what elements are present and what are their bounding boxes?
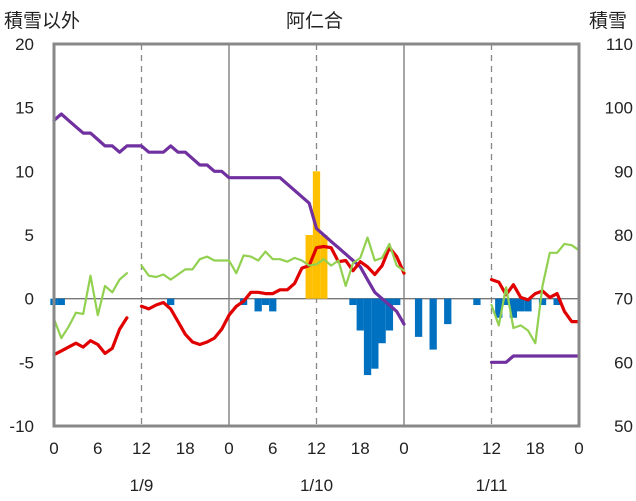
bar (524, 298, 532, 312)
bar (495, 298, 503, 318)
x-tick-label: 12 (482, 439, 501, 458)
date-label: 1/11 (476, 476, 508, 495)
series-line (140, 236, 406, 287)
bar (57, 298, 65, 306)
bar (269, 298, 277, 312)
bar (349, 298, 357, 306)
bar (356, 298, 364, 331)
x-tick-label: 0 (224, 439, 233, 458)
series-line (489, 278, 581, 324)
date-label: 1/10 (300, 476, 333, 495)
series-line (52, 272, 128, 340)
bar (393, 298, 401, 306)
left-tick-label: 5 (25, 226, 34, 245)
bar (261, 298, 270, 306)
left-tick-label: 0 (25, 290, 34, 309)
series-line (52, 112, 406, 326)
date-label: 1/9 (130, 476, 154, 495)
right-tick-label: 110 (606, 35, 633, 54)
bar (429, 298, 437, 350)
plot-frame (52, 42, 581, 428)
left-axis-title: 積雪以外 (4, 11, 81, 32)
left-tick-label: 15 (15, 99, 34, 118)
bar (473, 298, 481, 306)
series-line (490, 242, 581, 345)
x-tick-label: 18 (526, 439, 545, 458)
right-tick-label: 80 (614, 226, 633, 245)
bar (517, 298, 525, 312)
bar (553, 298, 561, 306)
right-axis-title: 積雪 (589, 11, 628, 32)
right-tick-label: 50 (614, 417, 633, 436)
bar (378, 298, 386, 344)
bar (509, 298, 518, 318)
bar (502, 298, 510, 306)
bar (414, 298, 423, 337)
x-tick-label: 12 (132, 439, 151, 458)
series-line (139, 244, 406, 347)
left-tick-label: 10 (15, 162, 34, 181)
bar (320, 235, 328, 299)
bar (363, 298, 372, 376)
bar (444, 298, 452, 325)
series-line (489, 354, 581, 364)
series-line (52, 316, 129, 357)
right-tick-label: 100 (605, 99, 633, 118)
x-tick-label: 0 (399, 439, 408, 458)
left-tick-label: -5 (19, 353, 34, 372)
x-tick-label: 12 (307, 439, 326, 458)
x-tick-label: 6 (93, 439, 102, 458)
left-tick-label: -10 (9, 417, 34, 436)
bar (385, 298, 394, 331)
right-tick-label: 70 (614, 290, 633, 309)
x-tick-label: 18 (351, 439, 370, 458)
bar (371, 298, 379, 369)
x-tick-label: 0 (574, 439, 583, 458)
right-tick-label: 90 (614, 162, 633, 181)
bar (254, 298, 262, 312)
x-tick-label: 0 (49, 439, 58, 458)
bar (538, 298, 547, 306)
x-tick-label: 18 (176, 439, 195, 458)
bar (167, 298, 175, 306)
x-tick-label: 6 (268, 439, 277, 458)
chart-title: 阿仁合 (286, 11, 344, 32)
bar (312, 171, 321, 299)
left-tick-label: 20 (15, 35, 34, 54)
right-tick-label: 60 (614, 353, 633, 372)
